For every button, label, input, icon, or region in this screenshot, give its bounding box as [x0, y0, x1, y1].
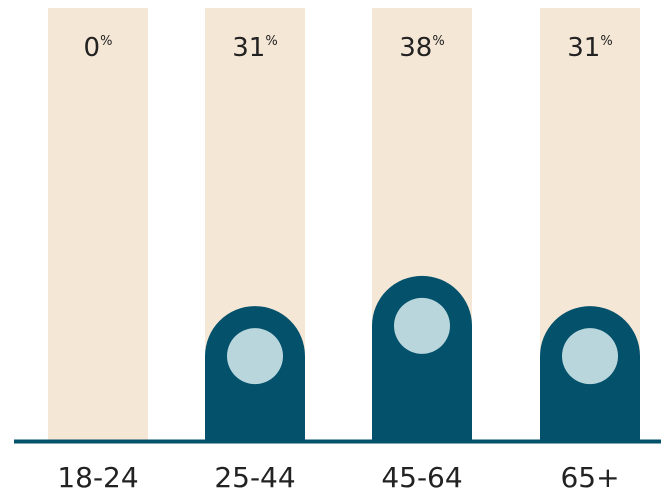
- track-18-24: [48, 8, 148, 440]
- category-labels: 18-24 25-44 45-64 65+: [57, 461, 619, 494]
- category-label-45-64: 45-64: [381, 461, 462, 494]
- marker-45-64: [394, 297, 450, 354]
- value-label-65-plus: 31%: [567, 33, 612, 63]
- value-label-18-24: 0%: [84, 33, 113, 63]
- value-labels: 0% 31% 38% 31%: [84, 33, 613, 63]
- bar-markers: [227, 297, 618, 385]
- category-label-25-44: 25-44: [214, 461, 295, 494]
- marker-65-plus: [562, 328, 618, 385]
- category-label-18-24: 18-24: [57, 461, 138, 494]
- marker-25-44: [227, 328, 283, 385]
- category-label-65-plus: 65+: [560, 461, 619, 494]
- value-label-25-44: 31%: [232, 33, 277, 63]
- value-label-45-64: 38%: [399, 33, 444, 63]
